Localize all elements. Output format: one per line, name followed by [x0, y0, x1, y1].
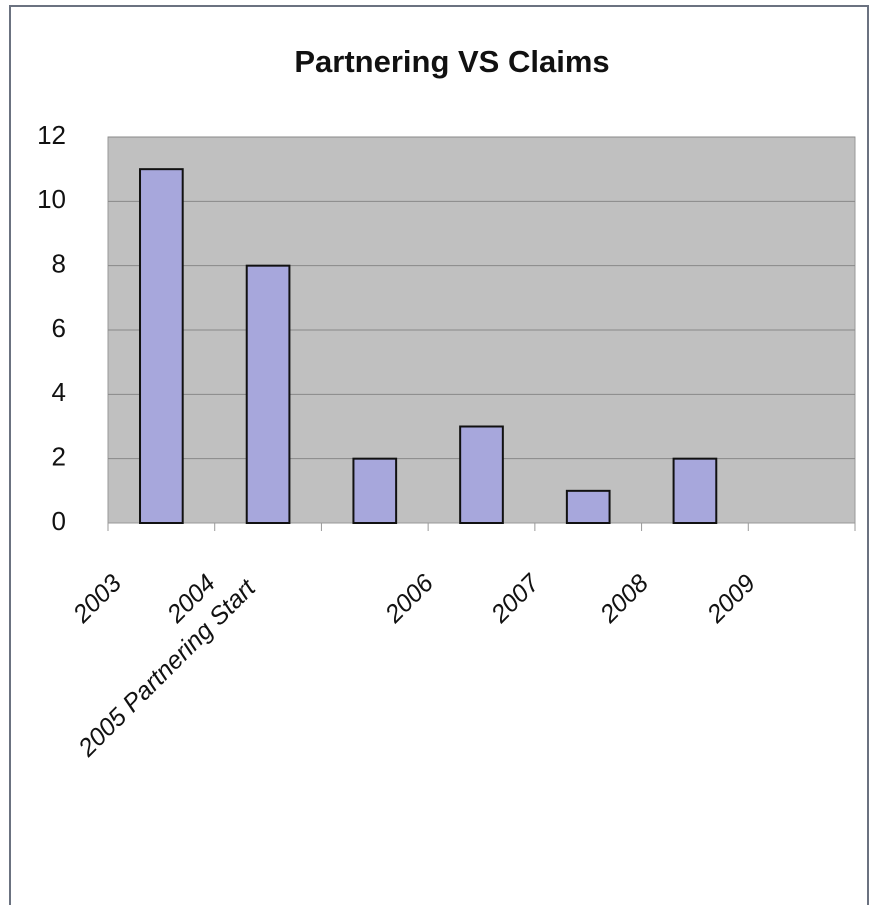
y-tick-label: 12 — [37, 120, 66, 150]
bar — [245, 264, 291, 524]
y-tick-label: 0 — [52, 506, 66, 536]
bar — [352, 457, 398, 524]
bar — [459, 425, 504, 524]
chart-title: Partnering VS Claims — [294, 44, 609, 79]
bar — [672, 457, 718, 524]
y-tick-label: 4 — [52, 377, 66, 407]
y-tick-label: 2 — [52, 442, 66, 472]
y-tick-label: 10 — [37, 184, 66, 214]
y-tick-label: 8 — [52, 249, 66, 279]
bar — [565, 489, 611, 525]
bar — [139, 168, 184, 525]
y-tick-label: 6 — [52, 313, 66, 343]
